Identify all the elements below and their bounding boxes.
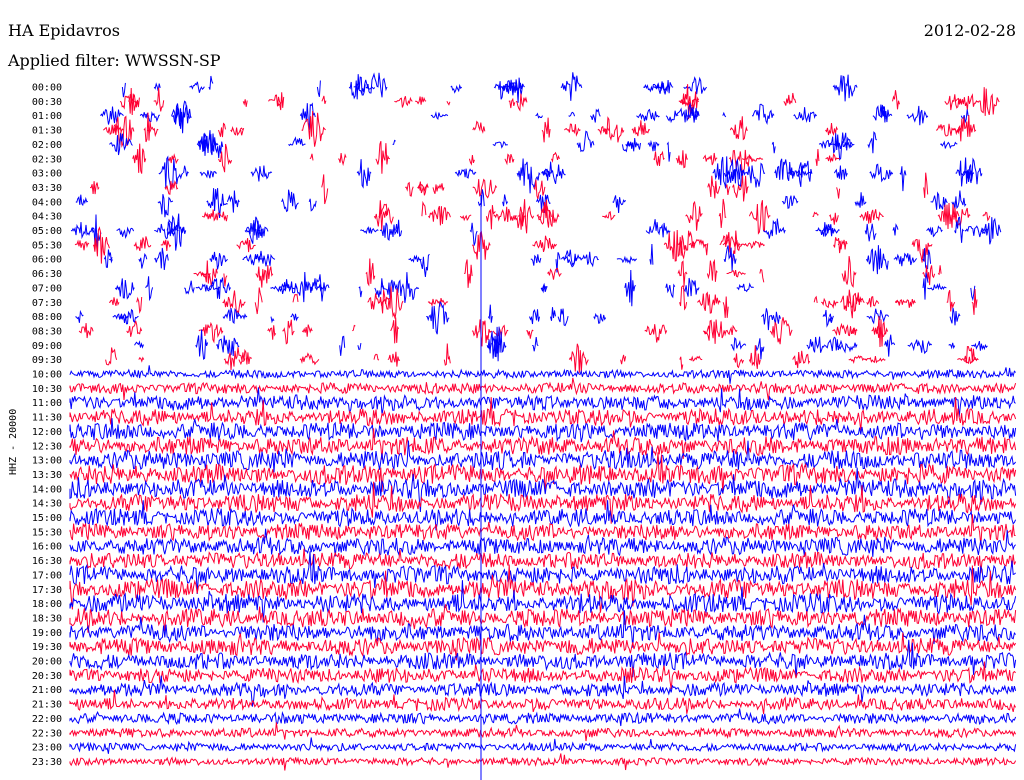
- time-tick-label: 19:30: [32, 642, 62, 653]
- time-tick-label: 09:00: [32, 341, 62, 352]
- time-tick-label: 23:30: [32, 757, 62, 768]
- time-tick-label: 01:30: [32, 126, 62, 137]
- time-tick-label: 11:00: [32, 398, 62, 409]
- time-tick-label: 02:30: [32, 154, 62, 165]
- time-tick-label: 04:00: [32, 197, 62, 208]
- trace-row: [69, 564, 1017, 613]
- time-tick-label: 12:30: [32, 441, 62, 452]
- time-tick-label: 15:00: [32, 513, 62, 524]
- trace-row: [69, 639, 1017, 679]
- trace-row: [74, 226, 933, 264]
- trace-row: [121, 72, 858, 103]
- time-tick-label: 13:00: [32, 456, 62, 467]
- time-tick-label: 16:30: [32, 556, 62, 567]
- time-tick-label: 08:30: [32, 326, 62, 337]
- time-tick-label: 10:00: [32, 370, 62, 381]
- date-label: 2012-02-28: [923, 21, 1016, 40]
- trace-row: [105, 343, 979, 373]
- time-tick-label: 04:30: [32, 212, 62, 223]
- time-tick-label: 18:30: [32, 613, 62, 624]
- time-tick-label: 07:00: [32, 283, 62, 294]
- time-tick-label: 16:00: [32, 542, 62, 553]
- time-tick-label: 06:30: [32, 269, 62, 280]
- time-tick-label: 21:00: [32, 685, 62, 696]
- trace-row: [69, 722, 1017, 742]
- time-tick-label: 22:30: [32, 728, 62, 739]
- time-tick-label: 17:00: [32, 570, 62, 581]
- time-tick-label: 21:30: [32, 700, 62, 711]
- trace-row: [89, 172, 929, 205]
- trace-row: [69, 514, 1016, 546]
- time-tick-label: 14:00: [32, 484, 62, 495]
- time-tick-label: 05:30: [32, 240, 62, 251]
- trace-row: [69, 610, 1016, 648]
- time-tick-label: 22:00: [32, 714, 62, 725]
- trace-row: [69, 551, 1016, 595]
- trace-row: [69, 580, 1017, 623]
- trace-row: [69, 604, 1017, 633]
- time-tick-label: 13:30: [32, 470, 62, 481]
- trace-row: [69, 675, 1017, 707]
- station-title: HA Epidavros: [8, 21, 120, 40]
- trace-row: [132, 141, 840, 175]
- time-tick-label: 06:00: [32, 255, 62, 266]
- time-tick-label: 20:30: [32, 671, 62, 682]
- time-tick-label: 00:30: [32, 97, 62, 108]
- time-tick-label: 20:00: [32, 657, 62, 668]
- trace-row: [69, 500, 1017, 531]
- trace-row: [158, 155, 983, 194]
- trace-row: [69, 467, 1017, 513]
- time-tick-label: 18:00: [32, 599, 62, 610]
- trace-row: [70, 213, 1002, 251]
- trace-row: [69, 632, 1017, 661]
- trace-row: [69, 737, 1017, 754]
- trace-row: [100, 100, 969, 134]
- time-tick-label: 12:00: [32, 427, 62, 438]
- trace-row: [109, 130, 958, 162]
- time-tick-label: 08:00: [32, 312, 62, 323]
- filter-label: Applied filter: WWSSN-SP: [8, 51, 221, 70]
- trace-row: [69, 377, 1017, 401]
- trace-row: [134, 326, 988, 362]
- trace-row: [75, 300, 961, 335]
- trace-row: [78, 315, 889, 348]
- trace-row: [69, 428, 1017, 460]
- trace-row: [69, 689, 1017, 715]
- trace-row: [69, 440, 1017, 473]
- time-tick-label: 05:00: [32, 226, 62, 237]
- trace-row: [69, 418, 1017, 443]
- trace-row: [69, 396, 1017, 431]
- trace-row: [193, 256, 942, 288]
- time-tick-label: 15:30: [32, 527, 62, 538]
- trace-row: [69, 387, 1016, 418]
- trace-row: [201, 198, 991, 235]
- time-tick-label: 03:30: [32, 183, 62, 194]
- trace-row: [103, 243, 932, 277]
- trace-row: [69, 661, 1016, 690]
- time-tick-label: 02:00: [32, 140, 62, 151]
- time-tick-label: 11:30: [32, 413, 62, 424]
- time-tick-label: 09:30: [32, 355, 62, 366]
- trace-row: [119, 84, 1000, 120]
- time-tick-label: 03:00: [32, 169, 62, 180]
- trace-row: [109, 285, 978, 319]
- trace-row: [69, 753, 1017, 771]
- time-tick-label: 10:30: [32, 384, 62, 395]
- time-tick-label: 07:30: [32, 298, 62, 309]
- trace-row: [69, 708, 1017, 727]
- time-tick-label: 01:00: [32, 111, 62, 122]
- trace-row: [69, 481, 1017, 524]
- trace-row: [69, 528, 1016, 557]
- trace-row: [69, 365, 1016, 384]
- time-tick-label: 14:30: [32, 499, 62, 510]
- trace-row: [75, 188, 967, 219]
- time-tick-label: 23:00: [32, 743, 62, 754]
- time-tick-label: 19:00: [32, 628, 62, 639]
- trace-row: [69, 548, 1017, 574]
- time-tick-label: 17:30: [32, 585, 62, 596]
- trace-row: [102, 110, 977, 148]
- trace-row: [114, 269, 976, 307]
- time-tick-label: 00:00: [32, 83, 62, 94]
